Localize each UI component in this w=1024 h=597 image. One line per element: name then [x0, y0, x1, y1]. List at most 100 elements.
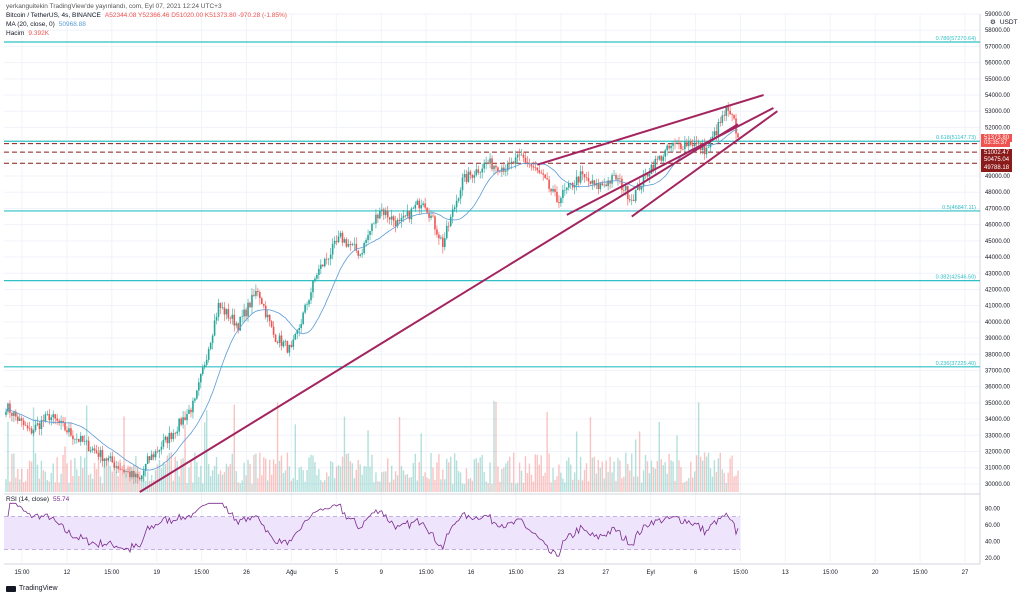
- candle-body-104: [209, 342, 212, 350]
- candlesticks: [5, 102, 739, 484]
- volume-bar-148: [296, 479, 298, 492]
- volume-bar-261: [518, 462, 521, 492]
- candle-body-27: [58, 420, 60, 424]
- candle-body-237: [471, 174, 474, 178]
- volume-bar-56: [115, 471, 117, 492]
- candle-body-170: [339, 232, 342, 237]
- candle-body-79: [160, 446, 163, 450]
- volume-bar-242: [481, 454, 483, 492]
- volume-bar-94: [190, 461, 192, 492]
- candle-body-121: [243, 309, 245, 317]
- volume-bar-331: [656, 460, 659, 492]
- candle-body-37: [78, 438, 80, 442]
- candle-body-138: [276, 341, 279, 343]
- rsi-legend[interactable]: RSI (14, close) 55.74: [6, 496, 73, 503]
- candle-body-92: [186, 413, 188, 421]
- volume-bar-187: [373, 482, 375, 492]
- ma-legend[interactable]: MA (20, close, 0) 50968.88: [6, 21, 90, 28]
- volume-value: 9.392K: [28, 30, 50, 37]
- time-axis[interactable]: 15:00 12 15:00 19 15:00 26 Ağu 5 9 15:00 16 15:00 23…: [14, 570, 969, 576]
- volume-bar-271: [538, 464, 540, 492]
- volume-bar-127: [255, 453, 257, 492]
- volume-bar-275: [546, 411, 548, 492]
- candle-body-347: [688, 141, 690, 147]
- candle-body-346: [686, 142, 688, 147]
- volume-bar-312: [619, 460, 621, 492]
- candle-body-314: [623, 189, 625, 191]
- fibonacci-levels[interactable]: 0.786(57270.64) 0.618(51147.73) 0.5(46847.…: [4, 36, 980, 368]
- candle-body-203: [404, 215, 407, 217]
- candle-body-190: [379, 210, 381, 219]
- candle-body-186: [371, 223, 373, 232]
- volume-bar-221: [440, 479, 442, 492]
- trend-line-2: [566, 107, 774, 216]
- volume-bar-62: [127, 465, 129, 492]
- candle-body-202: [402, 215, 405, 218]
- volume-bar-98: [198, 477, 200, 492]
- price-axis[interactable]: 30000.00 31000.00 32000.00 33000.00 34000.00…: [985, 12, 1011, 562]
- candle-body-53: [109, 456, 112, 459]
- rsi-tick-3: 80.00: [985, 506, 1001, 512]
- volume-bar-68: [139, 471, 141, 492]
- candle-body-298: [591, 180, 594, 184]
- volume-bar-177: [353, 478, 355, 492]
- volume-bar-343: [680, 467, 682, 492]
- candle-body-148: [296, 330, 299, 334]
- volume-bar-217: [432, 467, 434, 492]
- volume-bar-16: [36, 464, 39, 492]
- candle-body-103: [207, 349, 210, 360]
- candle-body-195: [388, 217, 391, 220]
- time-tick-13: 27: [602, 570, 609, 576]
- candle-body-251: [499, 171, 501, 172]
- candle-body-139: [278, 335, 281, 343]
- candle-body-112: [225, 309, 228, 315]
- rsi-value: 55.74: [53, 496, 70, 503]
- candle-body-57: [117, 466, 119, 469]
- volume-bar-201: [400, 466, 403, 492]
- candle-body-215: [428, 212, 430, 218]
- volume-legend[interactable]: Hacim 9.392K: [6, 30, 53, 37]
- candle-body-75: [152, 454, 155, 458]
- candle-body-241: [479, 172, 482, 173]
- candle-body-108: [217, 302, 220, 317]
- volume-bar-320: [634, 439, 637, 492]
- candle-body-162: [323, 258, 326, 267]
- candle-body-308: [611, 175, 613, 184]
- volume-bar-268: [532, 481, 535, 492]
- trend-line-3: [631, 110, 778, 218]
- volume-bar-345: [684, 481, 686, 492]
- candle-body-176: [351, 244, 354, 246]
- candle-body-329: [652, 164, 655, 170]
- candle-body-158: [316, 274, 318, 279]
- candle-body-183: [365, 239, 367, 243]
- volume-bar-347: [688, 478, 690, 492]
- candle-body-35: [74, 438, 76, 440]
- volume-bar-180: [359, 464, 361, 492]
- candle-body-201: [400, 217, 403, 221]
- volume-bar-164: [328, 476, 330, 492]
- volume-bar-72: [146, 471, 149, 492]
- volume-bar-175: [349, 461, 352, 492]
- volume-bar-270: [536, 454, 538, 492]
- candle-body-358: [709, 139, 712, 148]
- candle-body-221: [440, 237, 442, 239]
- candle-body-6: [17, 416, 19, 422]
- volume-bar-264: [524, 456, 527, 492]
- volume-bar-295: [585, 463, 588, 492]
- symbol-name[interactable]: Bitcoin / TetherUS, 4s, BINANCE: [6, 12, 101, 19]
- volume-bar-118: [237, 482, 239, 492]
- time-tick-19: 20: [872, 570, 879, 576]
- volume-bar-35: [74, 457, 76, 492]
- candle-body-50: [103, 458, 106, 462]
- candle-body-65: [133, 470, 135, 478]
- volume-bar-193: [385, 471, 387, 492]
- volume-bar-101: [204, 422, 206, 492]
- volume-bar-8: [21, 468, 23, 492]
- candle-body-132: [264, 305, 267, 318]
- candle-body-301: [597, 183, 600, 190]
- trend-lines[interactable]: [139, 94, 778, 493]
- candle-body-317: [628, 199, 631, 201]
- volume-bar-238: [473, 459, 476, 492]
- candle-body-90: [182, 417, 184, 425]
